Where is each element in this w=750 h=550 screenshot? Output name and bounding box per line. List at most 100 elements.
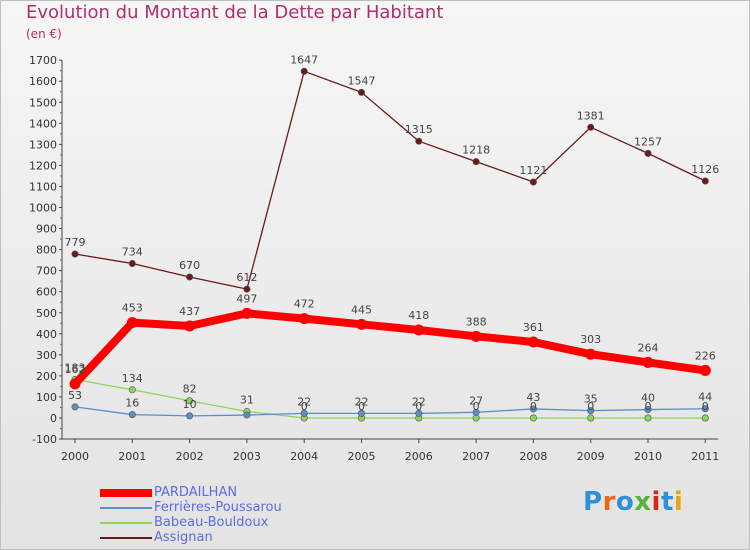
x-tick-label: 2010 bbox=[634, 450, 662, 463]
y-tick-label: -100 bbox=[32, 433, 57, 446]
data-label: 1315 bbox=[405, 123, 433, 136]
x-tick-label: 2008 bbox=[519, 450, 547, 463]
x-tick-label: 2007 bbox=[462, 450, 490, 463]
y-tick-label: 1400 bbox=[29, 117, 57, 130]
data-label: 10 bbox=[183, 398, 197, 411]
data-point bbox=[587, 414, 595, 422]
x-tick-label: 2002 bbox=[176, 450, 204, 463]
data-label: 1121 bbox=[519, 164, 547, 177]
data-point bbox=[470, 330, 482, 342]
data-point bbox=[587, 123, 595, 131]
data-point bbox=[298, 313, 310, 325]
data-label: 437 bbox=[179, 305, 200, 318]
data-label: 612 bbox=[236, 271, 257, 284]
data-point bbox=[126, 317, 138, 329]
y-tick-label: 800 bbox=[36, 244, 57, 257]
y-tick-label: 0 bbox=[50, 412, 57, 425]
data-label: 0 bbox=[645, 400, 652, 413]
legend-swatch bbox=[100, 507, 152, 509]
data-label: 497 bbox=[236, 292, 257, 305]
x-tick-label: 2000 bbox=[61, 450, 89, 463]
data-point bbox=[644, 414, 652, 422]
legend-swatch bbox=[100, 522, 152, 524]
data-point bbox=[587, 407, 595, 415]
data-label: 779 bbox=[65, 236, 86, 249]
y-tick-label: 1600 bbox=[29, 75, 57, 88]
y-tick-label: 500 bbox=[36, 307, 57, 320]
data-point bbox=[69, 378, 81, 390]
data-label: 472 bbox=[294, 298, 315, 311]
data-label: 35 bbox=[584, 393, 598, 406]
data-point bbox=[701, 405, 709, 413]
legend-label: PARDAILHAN bbox=[154, 485, 238, 500]
legend-swatch bbox=[100, 489, 152, 497]
data-label: 0 bbox=[587, 400, 594, 413]
data-point bbox=[413, 324, 425, 336]
data-label: 264 bbox=[638, 341, 659, 354]
data-point bbox=[71, 403, 79, 411]
data-label: 162 bbox=[65, 363, 86, 376]
data-point bbox=[644, 406, 652, 414]
x-tick-label: 2011 bbox=[691, 450, 719, 463]
data-point bbox=[186, 397, 194, 405]
data-point bbox=[243, 285, 251, 293]
y-tick-label: 1500 bbox=[29, 96, 57, 109]
data-point bbox=[585, 348, 597, 360]
legend-label: Babeau-Bouldoux bbox=[154, 515, 269, 530]
y-tick-label: 1100 bbox=[29, 180, 57, 193]
x-tick-label: 2009 bbox=[577, 450, 605, 463]
legend-swatch bbox=[100, 537, 152, 539]
x-tick-label: 2003 bbox=[233, 450, 261, 463]
data-label: 0 bbox=[415, 400, 422, 413]
data-label: 1218 bbox=[462, 144, 490, 157]
y-tick-label: 1700 bbox=[29, 54, 57, 67]
data-label: 226 bbox=[695, 349, 716, 362]
data-label: 0 bbox=[530, 400, 537, 413]
data-point bbox=[300, 409, 308, 417]
x-tick-label: 2005 bbox=[348, 450, 376, 463]
x-tick-label: 2001 bbox=[118, 450, 146, 463]
data-point bbox=[644, 149, 652, 157]
y-tick-label: 1200 bbox=[29, 159, 57, 172]
logo-letter: x bbox=[634, 487, 652, 517]
data-label: 734 bbox=[122, 245, 143, 258]
data-point bbox=[241, 307, 253, 319]
data-point bbox=[642, 356, 654, 368]
data-label: 0 bbox=[301, 400, 308, 413]
data-label: 445 bbox=[351, 303, 372, 316]
logo-letter: t bbox=[660, 487, 674, 517]
data-label: 82 bbox=[183, 383, 197, 396]
data-label: 22 bbox=[355, 395, 369, 408]
data-point bbox=[186, 412, 194, 420]
data-point bbox=[128, 259, 136, 267]
legend-label: Assignan bbox=[154, 530, 213, 545]
data-label: 44 bbox=[698, 391, 712, 404]
logo-letter: o bbox=[615, 487, 635, 517]
data-label: 40 bbox=[641, 392, 655, 405]
data-label: 53 bbox=[68, 389, 82, 402]
series-line bbox=[74, 378, 706, 419]
data-label: 453 bbox=[122, 302, 143, 315]
data-label: 183 bbox=[65, 361, 86, 374]
x-tick-label: 2006 bbox=[405, 450, 433, 463]
y-tick-label: 1000 bbox=[29, 202, 57, 215]
data-label: 361 bbox=[523, 321, 544, 334]
data-point bbox=[415, 409, 423, 417]
data-label: 1381 bbox=[577, 109, 605, 122]
chart-subtitle: (en €) bbox=[26, 27, 62, 41]
data-label: 0 bbox=[702, 400, 709, 413]
data-label: 0 bbox=[473, 400, 480, 413]
series-line bbox=[74, 70, 706, 290]
data-label: 418 bbox=[408, 309, 429, 322]
data-point bbox=[529, 405, 537, 413]
y-tick-label: 900 bbox=[36, 223, 57, 236]
data-label: 31 bbox=[240, 393, 254, 406]
y-tick-label: 400 bbox=[36, 328, 57, 341]
x-tick-label: 2004 bbox=[290, 450, 318, 463]
legend-label: Ferrières-Poussarou bbox=[154, 500, 282, 515]
data-point bbox=[357, 88, 365, 96]
data-label: 43 bbox=[526, 391, 540, 404]
data-label: 134 bbox=[122, 372, 143, 385]
data-point bbox=[699, 364, 711, 376]
